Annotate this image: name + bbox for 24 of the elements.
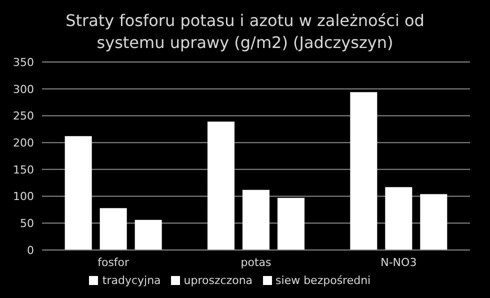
legend-label: siew bezpośredni xyxy=(276,274,371,287)
y-tick-label: 100 xyxy=(13,190,34,204)
legend-label: uproszczona xyxy=(184,274,253,287)
bar xyxy=(64,136,92,250)
y-tick-label: 300 xyxy=(13,82,34,96)
bar xyxy=(420,194,448,250)
y-tick-label: 250 xyxy=(13,110,34,123)
x-tick-label: fosfor xyxy=(98,256,130,269)
legend-label: tradycyjna xyxy=(102,274,161,287)
y-tick-label: 350 xyxy=(13,56,34,69)
bar xyxy=(242,190,270,250)
bar xyxy=(134,220,162,250)
chart-title: Straty fosforu potasu i azotu w zależności od systemu uprawy (g/m2) (Jadczyszyn) xyxy=(64,10,426,54)
x-tick-label: N-NO3 xyxy=(380,256,417,269)
y-tick-label: 150 xyxy=(13,163,34,176)
bar xyxy=(207,122,234,250)
bar xyxy=(100,208,127,250)
x-tick-label: potas xyxy=(240,256,272,269)
y-tick-label: 50 xyxy=(20,217,34,230)
y-tick-label: 0 xyxy=(27,244,34,257)
bar xyxy=(277,198,304,250)
bar xyxy=(385,187,412,250)
y-tick-label: 200 xyxy=(13,136,34,150)
bar xyxy=(350,92,378,250)
